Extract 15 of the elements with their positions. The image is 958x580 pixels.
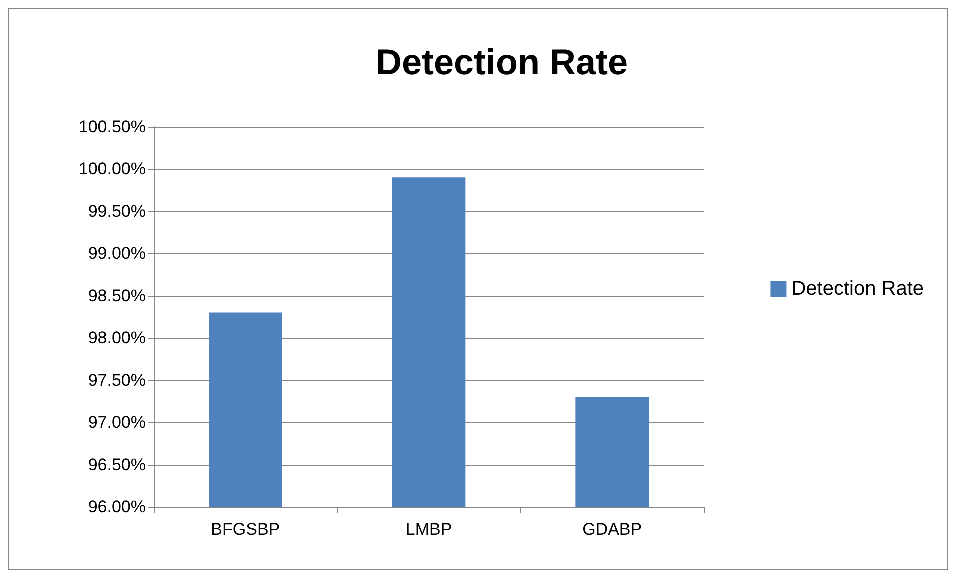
y-tick-label: 98.50% — [88, 286, 146, 306]
y-tick-label: 98.00% — [88, 328, 146, 348]
y-tick-label: 99.50% — [88, 202, 146, 221]
legend-label: Detection Rate — [792, 278, 924, 300]
y-tick-label: 96.50% — [88, 455, 146, 474]
x-tick-label: BFGSBP — [211, 520, 280, 539]
x-tick-label: GDABP — [582, 520, 642, 539]
y-tick-label: 97.50% — [88, 370, 146, 390]
x-tick-label: LMBP — [406, 520, 452, 539]
y-tick-label: 100.50% — [78, 118, 146, 136]
y-tick-label: 96.00% — [88, 498, 146, 516]
y-tick-label: 99.00% — [88, 244, 146, 264]
chart-title: Detection Rate — [376, 42, 628, 82]
y-tick-label: 100.00% — [78, 160, 146, 179]
y-tick-label: 97.00% — [88, 413, 146, 432]
